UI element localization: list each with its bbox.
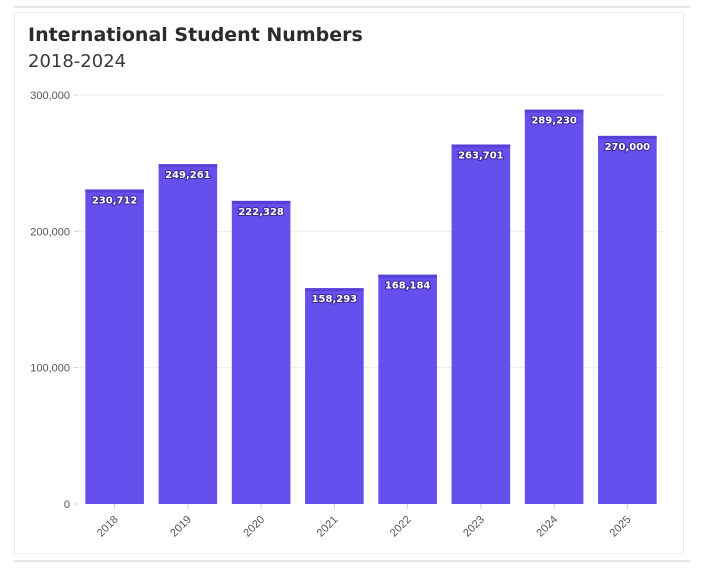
bar-top-edge — [451, 144, 511, 148]
bar-top-edge — [231, 200, 291, 204]
y-tick-label: 0 — [64, 499, 70, 511]
data-label: 263,701 — [458, 150, 504, 161]
y-tick-label: 100,000 — [30, 363, 70, 375]
data-label: 270,000 — [605, 142, 651, 153]
x-tick-label: 2021 — [315, 514, 341, 540]
y-tick-label: 300,000 — [30, 90, 70, 102]
bar — [158, 164, 218, 504]
bar — [378, 274, 437, 504]
bar — [451, 144, 511, 504]
x-tick-label: 2018 — [95, 514, 121, 540]
bar — [598, 135, 657, 504]
bar-top-edge — [524, 109, 584, 113]
x-tick-label: 2022 — [388, 514, 414, 540]
bar-top-edge — [378, 274, 437, 278]
bar-top-edge — [598, 135, 657, 139]
bar — [524, 109, 584, 504]
x-tick-label: 2025 — [608, 514, 634, 540]
bottom-divider — [14, 560, 690, 562]
y-tick-label: 200,000 — [30, 226, 70, 238]
x-tick-label: 2020 — [241, 514, 267, 540]
bar-top-edge — [85, 189, 144, 193]
data-label: 289,230 — [531, 116, 577, 127]
x-tick-label: 2024 — [534, 514, 560, 540]
data-label: 230,712 — [92, 195, 138, 206]
data-label: 158,293 — [312, 294, 358, 305]
bar-top-edge — [158, 164, 218, 168]
data-label: 222,328 — [238, 207, 284, 218]
bar-top-edge — [305, 288, 364, 292]
chart-subtitle: 2018-2024 — [28, 51, 127, 72]
data-label: 168,184 — [385, 281, 431, 292]
bar — [85, 189, 144, 504]
x-tick-label: 2019 — [168, 514, 194, 540]
data-label: 249,261 — [165, 170, 211, 181]
x-tick-label: 2023 — [461, 514, 487, 540]
bar — [305, 288, 364, 504]
chart-title: International Student Numbers — [28, 24, 363, 46]
bar — [231, 200, 291, 504]
top-divider — [14, 6, 690, 8]
